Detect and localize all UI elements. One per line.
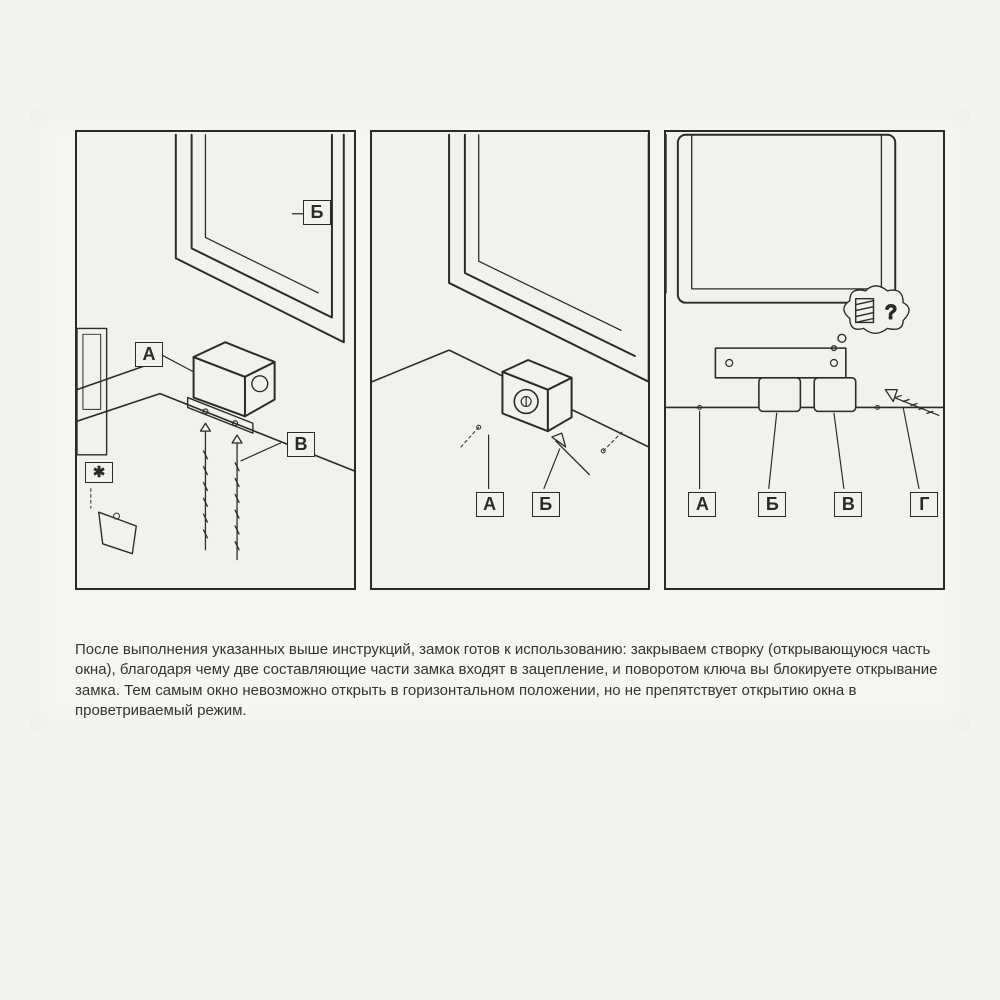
fig1-label-star: ✱	[85, 462, 113, 483]
panels-row: Б А В ✱ рис. 1	[75, 130, 945, 590]
fig3-label-V: В	[834, 492, 862, 517]
instruction-paragraph: После выполнения указанных выше инструкц…	[75, 640, 955, 721]
panel-fig-3: ? А Б В Г рис. 3	[664, 130, 945, 590]
fig1-label-B: Б	[303, 200, 331, 225]
instruction-sheet: Б А В ✱ рис. 1	[30, 110, 970, 730]
fig1-label-V: В	[287, 432, 315, 457]
panel-fig-2: А Б рис. 2	[370, 130, 651, 590]
fig3-label-A: А	[688, 492, 716, 517]
fig3-label-G: Г	[910, 492, 938, 517]
fig3-question-mark: ?	[886, 301, 897, 323]
fig2-label-B: Б	[532, 492, 560, 517]
fig3-drawing: ?	[666, 132, 943, 588]
fig1-label-A: А	[135, 342, 163, 367]
fig3-label-B: Б	[758, 492, 786, 517]
fig2-label-A: А	[476, 492, 504, 517]
panel-fig-1: Б А В ✱ рис. 1	[75, 130, 356, 590]
fig2-drawing	[372, 132, 649, 588]
